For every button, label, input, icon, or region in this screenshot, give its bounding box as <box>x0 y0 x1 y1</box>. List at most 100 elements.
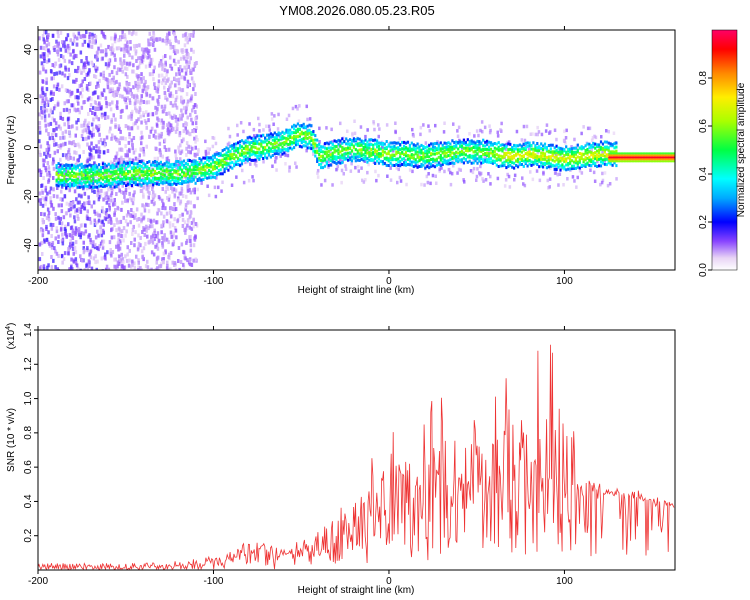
spectrogram-cell <box>221 165 224 169</box>
spectrogram-cell <box>100 114 104 119</box>
spectrogram-cell <box>399 148 402 152</box>
spectrogram-cell <box>136 85 139 90</box>
spectrogram-cell <box>277 138 280 142</box>
spectrogram-cell <box>195 61 198 65</box>
spectrogram-cell <box>530 160 533 164</box>
spectrogram-cell <box>493 153 496 157</box>
spectrogram-cell <box>119 67 122 72</box>
spectrogram-cell <box>236 133 239 137</box>
spectrogram-cell <box>120 61 123 66</box>
spectrogram-cell <box>273 148 276 152</box>
spectrogram-cell <box>186 177 189 180</box>
spectrogram-cell <box>47 165 50 170</box>
spectrogram-cell <box>337 144 341 148</box>
spectrogram-cell <box>81 204 85 208</box>
spectrogram-cell <box>148 224 152 229</box>
spectrogram-cell <box>474 153 477 157</box>
spectrogram-cell <box>641 152 644 155</box>
spectrogram-cell <box>229 157 232 161</box>
spectrogram-cell <box>238 146 242 150</box>
spectrogram-cell <box>80 123 83 128</box>
spectrogram-cell <box>329 159 332 162</box>
spectrogram-cell <box>404 154 408 158</box>
spectrogram-cell <box>153 237 156 241</box>
spectrogram-cell <box>594 161 597 165</box>
spectrogram-cell <box>352 137 355 141</box>
spectrogram-cell <box>468 148 471 152</box>
spectrogram-cell <box>52 157 55 162</box>
spectrogram-cell <box>248 135 251 139</box>
spectrogram-cell <box>235 162 238 166</box>
spectrogram-cell <box>657 160 660 163</box>
spectrogram-cell <box>111 163 114 167</box>
spectrogram-cell <box>191 67 194 72</box>
spectrogram-cell <box>376 155 379 159</box>
spectrogram-cell <box>128 147 131 152</box>
spectrogram-cell <box>146 234 149 239</box>
spectrogram-cell <box>41 64 45 69</box>
spectrogram-cell <box>55 268 58 270</box>
spectrogram-cell <box>127 86 130 91</box>
spectrogram-cell <box>144 173 147 176</box>
spectrogram-cell <box>70 61 74 66</box>
spectrogram-cell <box>190 94 194 99</box>
spectrogram-cell <box>179 161 182 165</box>
spectrogram-cell <box>442 130 446 134</box>
spectrogram-cell <box>73 79 77 84</box>
spectrogram-cell <box>58 220 61 225</box>
spectrogram-cell <box>88 217 92 221</box>
spectrogram-cell <box>229 149 232 153</box>
spectrogram-cell <box>666 154 669 157</box>
spectrogram-cell <box>170 234 173 239</box>
spectrogram-cell <box>98 213 102 218</box>
spectrogram-cell <box>117 38 120 43</box>
spectrogram-cell <box>435 141 438 145</box>
spectrogram-cell <box>118 239 122 244</box>
spectrogram-cell <box>130 180 133 184</box>
spectrogram-cell <box>67 110 71 115</box>
spectrogram-cell <box>617 152 620 155</box>
spectrogram-cell <box>161 173 164 177</box>
spectrogram-cell <box>57 41 60 46</box>
spectrogram-cell <box>72 32 75 37</box>
spectrogram-cell <box>43 100 46 105</box>
spectrogram-cell <box>643 160 646 163</box>
spectrogram-cell <box>80 83 83 88</box>
spectrogram-cell <box>105 264 109 269</box>
spectrogram-cell <box>323 178 327 183</box>
spectrogram-cell <box>122 226 126 231</box>
spectrogram-cell <box>501 155 504 159</box>
spectrogram-cell <box>204 153 208 157</box>
spectrogram-cell <box>67 247 70 251</box>
spectrogram-cell <box>95 55 98 60</box>
spectrogram-cell <box>161 78 165 83</box>
spectrogram-cell <box>636 158 639 161</box>
spectrogram-cell <box>426 155 429 158</box>
spectrogram-cell <box>592 145 595 149</box>
spectrogram-cell <box>318 140 321 144</box>
spectrogram-cell <box>435 163 438 167</box>
spectrogram-cell <box>238 140 242 144</box>
spectrogram-cell <box>147 38 150 43</box>
spectrogram-cell <box>95 149 98 154</box>
spectrogram-cell <box>395 152 398 156</box>
spectrogram-cell <box>194 116 197 121</box>
spectrogram-cell <box>63 169 66 173</box>
spectrogram-cell <box>107 187 110 192</box>
spectrogram-cell <box>435 181 438 185</box>
spectrogram-cell <box>416 155 419 159</box>
spectrogram-cell <box>85 30 88 34</box>
spectrogram-cell <box>134 177 137 181</box>
spectrogram-cell <box>513 166 516 170</box>
spectrogram-cell <box>360 166 363 170</box>
spectrogram-cell <box>77 207 80 211</box>
spectrogram-cell <box>354 148 357 152</box>
spectrogram-cell <box>551 158 554 162</box>
spectrogram-cell <box>553 167 556 171</box>
spectrogram-cell <box>574 150 577 154</box>
spectrogram-cell <box>565 163 568 167</box>
spectrogram-cell <box>148 173 151 177</box>
spectrogram-cell <box>534 148 537 152</box>
spectrogram-cell <box>151 174 154 179</box>
